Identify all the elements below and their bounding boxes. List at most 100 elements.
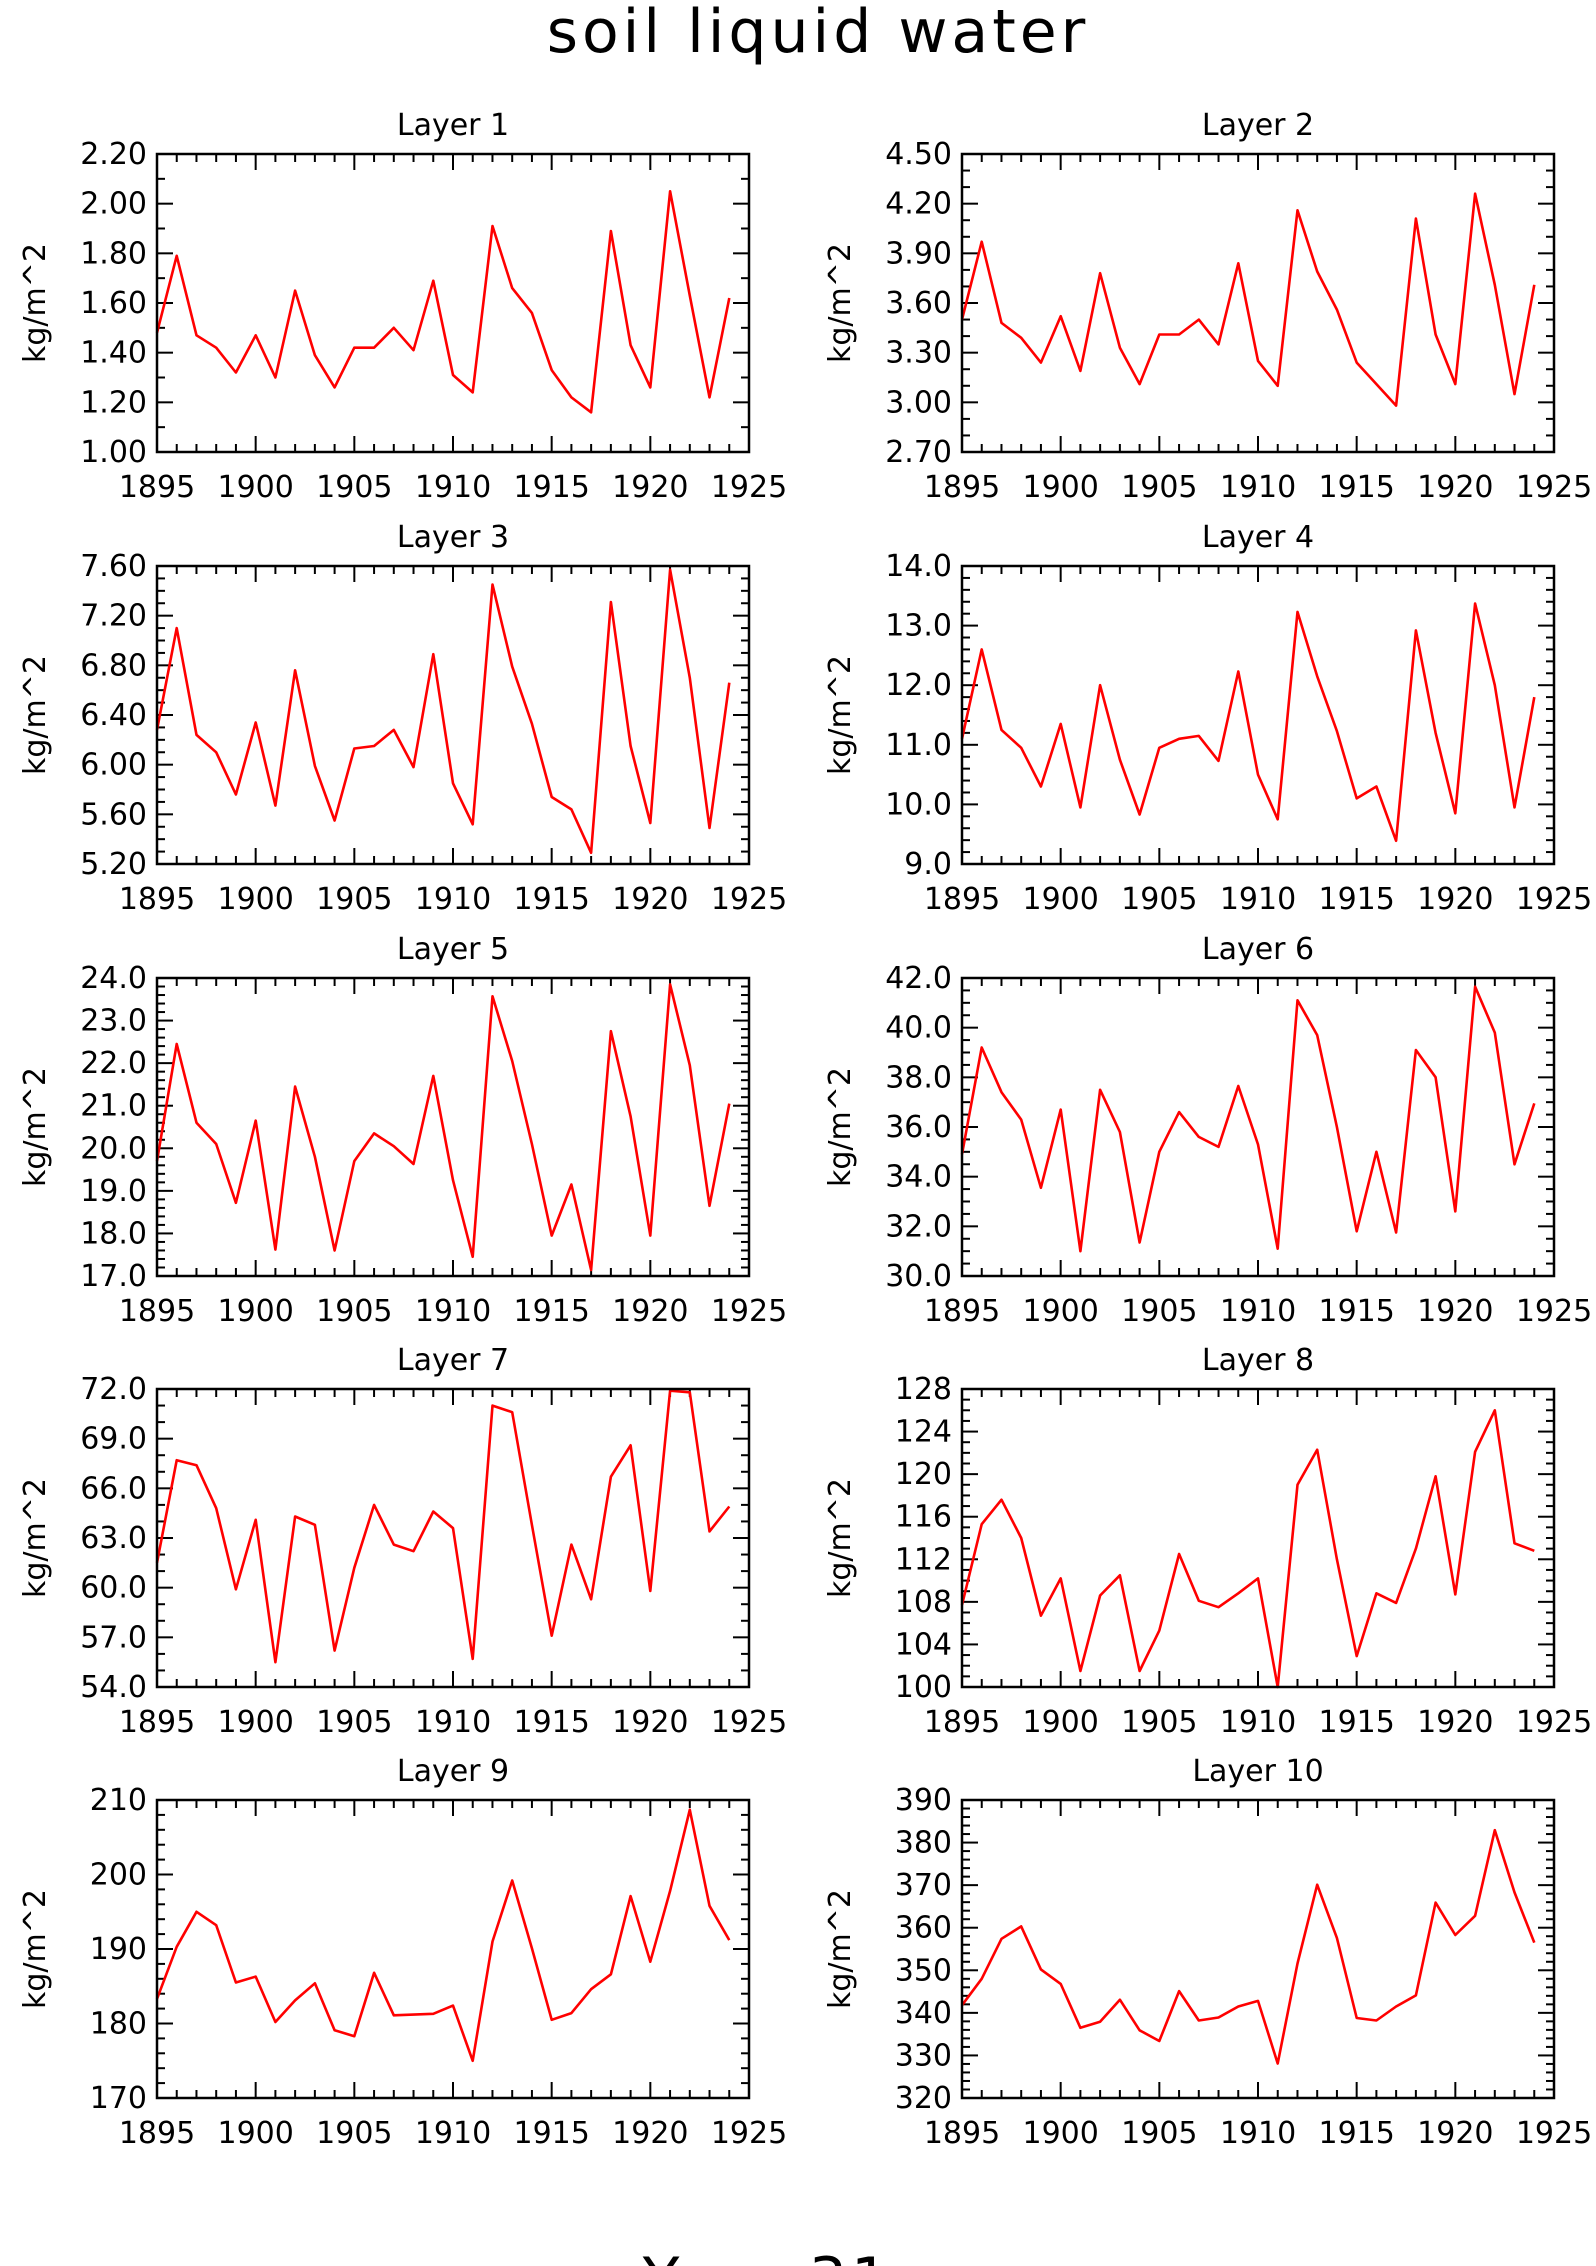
panel-layer-5: Layer 5 17.0 18.0 19.0 20.0 21.0 22.0 23.0 24.0 1… bbox=[18, 932, 787, 1329]
series-line bbox=[960, 602, 1536, 843]
x-tick-label: 1920 bbox=[1417, 1705, 1493, 1740]
y-tick-label: 390 bbox=[895, 1783, 952, 1818]
panel-title: Layer 4 bbox=[1202, 520, 1314, 555]
x-tick-label: 1900 bbox=[217, 1294, 293, 1329]
x-tick-label: 1900 bbox=[217, 2116, 293, 2151]
x-tick-label: 1925 bbox=[1516, 1294, 1592, 1329]
y-tick-label: 2.20 bbox=[80, 137, 147, 172]
y-axis-label: kg/m^2 bbox=[18, 1478, 53, 1598]
plot-frame bbox=[155, 152, 751, 454]
x-tick-label: 1925 bbox=[711, 1705, 787, 1740]
x-tick-label: 1905 bbox=[1121, 882, 1197, 917]
panel-layer-4: Layer 4 9.0 10.0 11.0 12.0 13.0 14.0 1895 1900 19… bbox=[823, 520, 1592, 917]
x-tick-label: 1895 bbox=[924, 2116, 1000, 2151]
y-tick-label: 60.0 bbox=[80, 1571, 147, 1606]
y-tick-label: 30.0 bbox=[885, 1259, 952, 1294]
x-tick-label: 1905 bbox=[316, 470, 392, 505]
y-tick-label: 1.00 bbox=[80, 435, 147, 470]
panel-title: Layer 7 bbox=[397, 1343, 509, 1378]
x-tick-label: 1895 bbox=[924, 1705, 1000, 1740]
y-tick-label: 120 bbox=[895, 1457, 952, 1492]
x-tick-label: 1920 bbox=[1417, 882, 1493, 917]
x-tick-label: 1905 bbox=[1121, 470, 1197, 505]
y-tick-label: 350 bbox=[895, 1953, 952, 1988]
y-tick-label: 38.0 bbox=[885, 1060, 952, 1095]
y-tick-label: 9.0 bbox=[904, 847, 952, 882]
y-tick-label: 108 bbox=[895, 1585, 952, 1620]
y-tick-label: 18.0 bbox=[80, 1216, 147, 1251]
x-tick-label: 1925 bbox=[711, 2116, 787, 2151]
series-line bbox=[155, 1389, 731, 1664]
series-line bbox=[155, 1808, 731, 2063]
series-line bbox=[960, 985, 1536, 1253]
plot-frame bbox=[960, 1387, 1556, 1689]
y-tick-label: 1.40 bbox=[80, 336, 147, 371]
x-tick-label: 1915 bbox=[1318, 882, 1394, 917]
plot-frame bbox=[960, 1798, 1556, 2100]
x-tick-label: 1915 bbox=[1318, 1294, 1394, 1329]
panel-title: Layer 10 bbox=[1192, 1754, 1323, 1789]
y-tick-label: 14.0 bbox=[885, 549, 952, 584]
x-tick-label: 1900 bbox=[1022, 2116, 1098, 2151]
y-tick-label: 180 bbox=[90, 2007, 147, 2042]
y-tick-label: 1.20 bbox=[80, 385, 147, 420]
series-line bbox=[155, 983, 731, 1272]
x-tick-label: 1900 bbox=[1022, 1294, 1098, 1329]
y-axis-label: kg/m^2 bbox=[823, 1889, 858, 2009]
panel-title: Layer 5 bbox=[397, 932, 509, 967]
x-tick-label: 1915 bbox=[513, 470, 589, 505]
panel-layer-6: Layer 6 30.0 32.0 34.0 36.0 38.0 40.0 42.0 1895 1… bbox=[823, 932, 1592, 1329]
y-tick-label: 7.60 bbox=[80, 549, 147, 584]
y-tick-label: 124 bbox=[895, 1415, 952, 1450]
y-axis-label: kg/m^2 bbox=[823, 1067, 858, 1187]
y-tick-label: 32.0 bbox=[885, 1209, 952, 1244]
panel-title: Layer 8 bbox=[1202, 1343, 1314, 1378]
y-tick-label: 54.0 bbox=[80, 1670, 147, 1705]
plot-frame bbox=[155, 564, 751, 866]
x-tick-label: 1905 bbox=[316, 2116, 392, 2151]
panel-title: Layer 3 bbox=[397, 520, 509, 555]
x-tick-label: 1920 bbox=[1417, 1294, 1493, 1329]
y-tick-label: 40.0 bbox=[885, 1011, 952, 1046]
x-tick-label: 1900 bbox=[1022, 470, 1098, 505]
x-tick-label: 1915 bbox=[513, 1705, 589, 1740]
plot-frame bbox=[960, 976, 1556, 1278]
x-tick-label: 1915 bbox=[1318, 1705, 1394, 1740]
x-tick-label: 1895 bbox=[924, 882, 1000, 917]
y-tick-label: 320 bbox=[895, 2081, 952, 2116]
x-tick-label: 1895 bbox=[119, 1705, 195, 1740]
y-tick-label: 3.00 bbox=[885, 385, 952, 420]
x-tick-label: 1925 bbox=[711, 470, 787, 505]
x-tick-label: 1910 bbox=[1220, 882, 1296, 917]
x-tick-label: 1920 bbox=[612, 882, 688, 917]
plot-frame bbox=[960, 564, 1556, 866]
y-tick-label: 200 bbox=[90, 1858, 147, 1893]
panel-title: Layer 2 bbox=[1202, 108, 1314, 143]
x-tick-label: 1900 bbox=[1022, 882, 1098, 917]
x-tick-label: 1895 bbox=[924, 470, 1000, 505]
x-tick-label: 1910 bbox=[1220, 1705, 1296, 1740]
y-tick-label: 3.90 bbox=[885, 236, 952, 271]
y-tick-label: 11.0 bbox=[885, 728, 952, 763]
y-tick-label: 6.00 bbox=[80, 748, 147, 783]
figure-title: soil liquid water bbox=[547, 0, 1090, 67]
y-tick-label: 370 bbox=[895, 1868, 952, 1903]
y-tick-label: 17.0 bbox=[80, 1259, 147, 1294]
x-tick-label: 1900 bbox=[217, 882, 293, 917]
panel-title: Layer 9 bbox=[397, 1754, 509, 1789]
y-tick-label: 66.0 bbox=[80, 1471, 147, 1506]
x-tick-label: 1910 bbox=[1220, 2116, 1296, 2151]
x-tick-label: 1910 bbox=[415, 470, 491, 505]
y-tick-label: 72.0 bbox=[80, 1372, 147, 1407]
y-tick-label: 21.0 bbox=[80, 1089, 147, 1124]
y-tick-label: 360 bbox=[895, 1911, 952, 1946]
plot-frame bbox=[155, 1387, 751, 1689]
x-tick-label: 1905 bbox=[1121, 1705, 1197, 1740]
y-tick-label: 12.0 bbox=[885, 668, 952, 703]
y-tick-label: 210 bbox=[90, 1783, 147, 1818]
y-tick-label: 63.0 bbox=[80, 1521, 147, 1556]
y-tick-label: 24.0 bbox=[80, 961, 147, 996]
x-tick-label: 1895 bbox=[924, 1294, 1000, 1329]
y-tick-label: 190 bbox=[90, 1932, 147, 1967]
